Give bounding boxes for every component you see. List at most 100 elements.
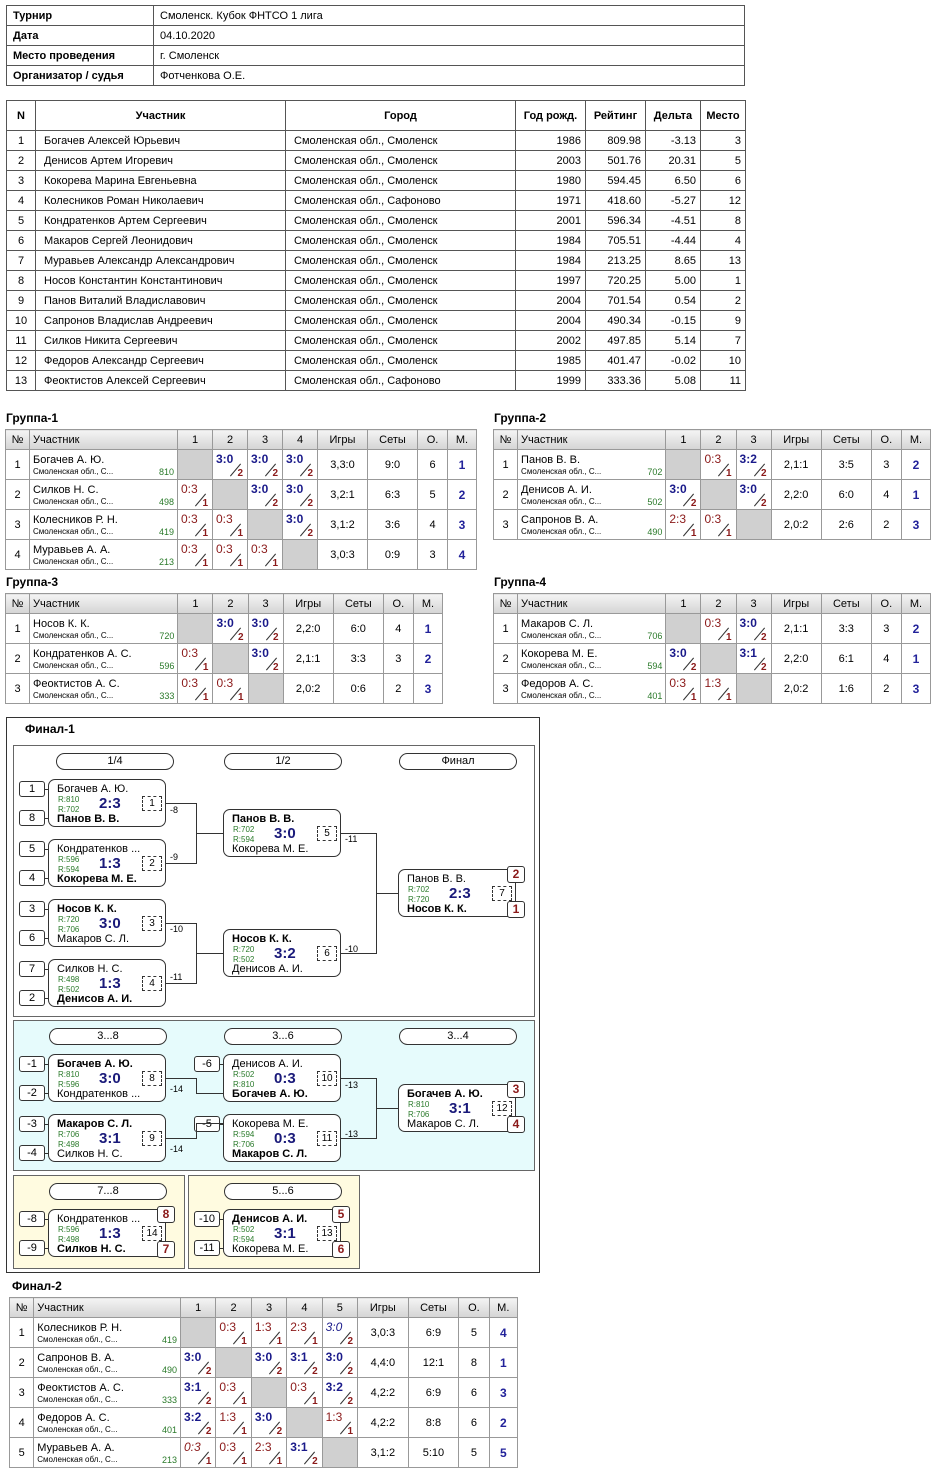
column-header: 3	[735, 429, 772, 450]
match-result[interactable]: 3:1 2	[735, 643, 772, 674]
table-cell: -0.15	[645, 310, 701, 331]
match-result[interactable]: 0:3 1	[177, 643, 214, 674]
bracket-match[interactable]: Кондратенков ... R:596 1:3 R:498 Силков Н. С…	[48, 1209, 166, 1257]
match-result[interactable]: 3:2 2	[321, 1377, 359, 1408]
final-place-badge: 7	[157, 1241, 175, 1258]
bracket-match[interactable]: Денисов А. И. R:502 0:3 R:810 Богачев А. Ю. 1…	[223, 1054, 341, 1102]
match-result[interactable]: 3:0 2	[247, 643, 284, 674]
match-result[interactable]: 0:3 1	[215, 1377, 252, 1408]
match-result[interactable]: 0:3 1	[215, 1317, 252, 1348]
match-result[interactable]: 3:0 2	[735, 479, 772, 510]
participant-name: Сапронов В. А.	[37, 1351, 115, 1364]
match-result[interactable]: 3:0 2	[321, 1317, 359, 1348]
bracket-match[interactable]: Богачев А. Ю. R:810 2:3 R:702 Панов В. В. 1	[48, 779, 166, 827]
match-result[interactable]: 3:2 2	[179, 1407, 217, 1438]
column-header: О.	[870, 593, 902, 614]
match-result[interactable]: 2:3 1	[665, 509, 702, 540]
match-result[interactable]: 3:0 2	[212, 613, 249, 644]
match-number: 1	[142, 796, 162, 811]
match-result[interactable]: 0:3 1	[212, 539, 248, 570]
match-result[interactable]: 0:3 1	[177, 479, 213, 510]
row-number: 1	[4, 613, 31, 644]
place-value: 3	[488, 1377, 519, 1408]
match-result[interactable]: 3:0 2	[247, 613, 284, 644]
match-result[interactable]: 3:1 2	[286, 1347, 323, 1378]
match-result[interactable]: 3:0 2	[250, 1347, 288, 1378]
match-result[interactable]: 3:0 2	[321, 1347, 359, 1378]
bracket-match[interactable]: Силков Н. С. R:498 1:3 R:502 Денисов А. И. 4	[48, 959, 166, 1007]
match-points: 1	[241, 1456, 247, 1467]
place-value: 2	[900, 449, 932, 480]
match-points: 1	[241, 1426, 247, 1437]
match-result[interactable]: 0:3 1	[177, 539, 213, 570]
match-result[interactable]: 3:0 2	[735, 613, 772, 644]
match-result[interactable]: 0:3 1	[212, 509, 248, 540]
match-result[interactable]: 3:0 2	[247, 449, 283, 480]
row-number: 2	[492, 643, 519, 674]
bracket-match[interactable]: Кокорева М. Е. R:594 0:3 R:706 Макаров С. Л.…	[223, 1114, 341, 1162]
bracket-match[interactable]: Носов К. К. R:720 3:2 R:502 Денисов А. И. 6	[223, 929, 341, 977]
bracket-match[interactable]: Кондратенков ... R:596 1:3 R:594 Кокорева М.…	[48, 839, 166, 887]
bracket-match[interactable]: Богачев А. Ю. R:810 3:0 R:596 Кондратенков .…	[48, 1054, 166, 1102]
match-result[interactable]: 3:0 2	[179, 1347, 217, 1378]
match-result[interactable]: 0:3 1	[700, 449, 737, 480]
match-result[interactable]: 0:3 1	[247, 539, 283, 570]
column-header: 1	[665, 593, 702, 614]
match-result[interactable]: 3:0 2	[665, 479, 702, 510]
match-result[interactable]: 0:3 1	[700, 509, 737, 540]
match-result[interactable]: 1:3 1	[700, 673, 737, 704]
table-row: 2 Денисов А. И. Смоленская обл., С... 502 3:…	[492, 479, 932, 510]
table-cell: 594.45	[585, 170, 646, 191]
match-result[interactable]: 0:3 1	[179, 1437, 217, 1468]
match-result[interactable]: 1:3 1	[215, 1407, 252, 1438]
match-result[interactable]: 3:0 2	[250, 1407, 288, 1438]
participant-city: Смоленская обл., С...	[521, 496, 602, 506]
participant-city: Смоленская обл., С...	[521, 526, 602, 536]
match-result[interactable]: 0:3 1	[177, 673, 214, 704]
match-result[interactable]: 0:3 1	[215, 1437, 252, 1468]
match-result[interactable]: 0:3 1	[665, 673, 702, 704]
match-result[interactable]: 3:0 2	[247, 479, 283, 510]
bracket-match[interactable]: Денисов А. И. R:502 3:1 R:594 Кокорева М. Е.…	[223, 1209, 341, 1257]
rating-top: R:706	[58, 1130, 80, 1139]
match-result[interactable]: 0:3 1	[177, 509, 213, 540]
match-score: 3:0	[669, 646, 687, 660]
match-result[interactable]: 3:0 2	[282, 449, 318, 480]
match-result[interactable]: 1:3 1	[250, 1317, 288, 1348]
match-result[interactable]: 3:2 2	[735, 449, 772, 480]
rating-top: R:502	[233, 1225, 255, 1234]
bracket-match[interactable]: Панов В. В. R:702 2:3 R:720 Носов К. К. 7	[398, 869, 516, 917]
table-cell: 2	[700, 290, 746, 311]
match-result[interactable]: 3:0 2	[212, 449, 248, 480]
player-bottom: Макаров С. Л.	[57, 933, 130, 945]
bracket-match[interactable]: Макаров С. Л. R:706 3:1 R:498 Силков Н. С. 9	[48, 1114, 166, 1162]
match-result[interactable]: 3:0 2	[665, 643, 702, 674]
match-result[interactable]: 2:3 1	[250, 1437, 288, 1468]
bracket-match[interactable]: Богачев А. Ю. R:810 3:1 R:706 Макаров С. Л. 1…	[398, 1084, 516, 1132]
diagonal-cell	[212, 479, 248, 510]
match-points: 1	[202, 528, 208, 539]
match-result[interactable]: 3:0 2	[282, 479, 318, 510]
match-points: 2	[307, 498, 313, 509]
seed-badge: -1	[19, 1056, 45, 1072]
match-points: 2	[205, 1366, 212, 1377]
match-result[interactable]: 3:0 2	[282, 509, 318, 540]
bracket-match[interactable]: Панов В. В. R:702 3:0 R:594 Кокорева М. Е. 5	[223, 809, 341, 857]
match-result[interactable]: 2:3 1	[286, 1317, 323, 1348]
rating-top: R:596	[58, 1225, 80, 1234]
match-result[interactable]: 1:3 1	[321, 1407, 359, 1438]
match-points: 1	[690, 692, 697, 703]
stage-label: 3...8	[49, 1028, 167, 1045]
column-header: О.	[382, 593, 414, 614]
row-number: 4	[5, 539, 30, 570]
match-result[interactable]: 0:3 1	[700, 613, 737, 644]
match-score: 2:3	[254, 1440, 272, 1454]
connector-line	[220, 1124, 223, 1125]
match-result[interactable]: 0:3 1	[212, 673, 249, 704]
match-result[interactable]: 3:1 2	[286, 1437, 323, 1468]
match-result[interactable]: 3:1 2	[179, 1377, 217, 1408]
tournament-name: Смоленск. Кубок ФНТСО 1 лига	[153, 5, 745, 26]
match-result[interactable]: 0:3 1	[286, 1377, 323, 1408]
bracket-match[interactable]: Носов К. К. R:720 3:0 R:706 Макаров С. Л. 3	[48, 899, 166, 947]
final-place-badge: 1	[507, 901, 525, 918]
